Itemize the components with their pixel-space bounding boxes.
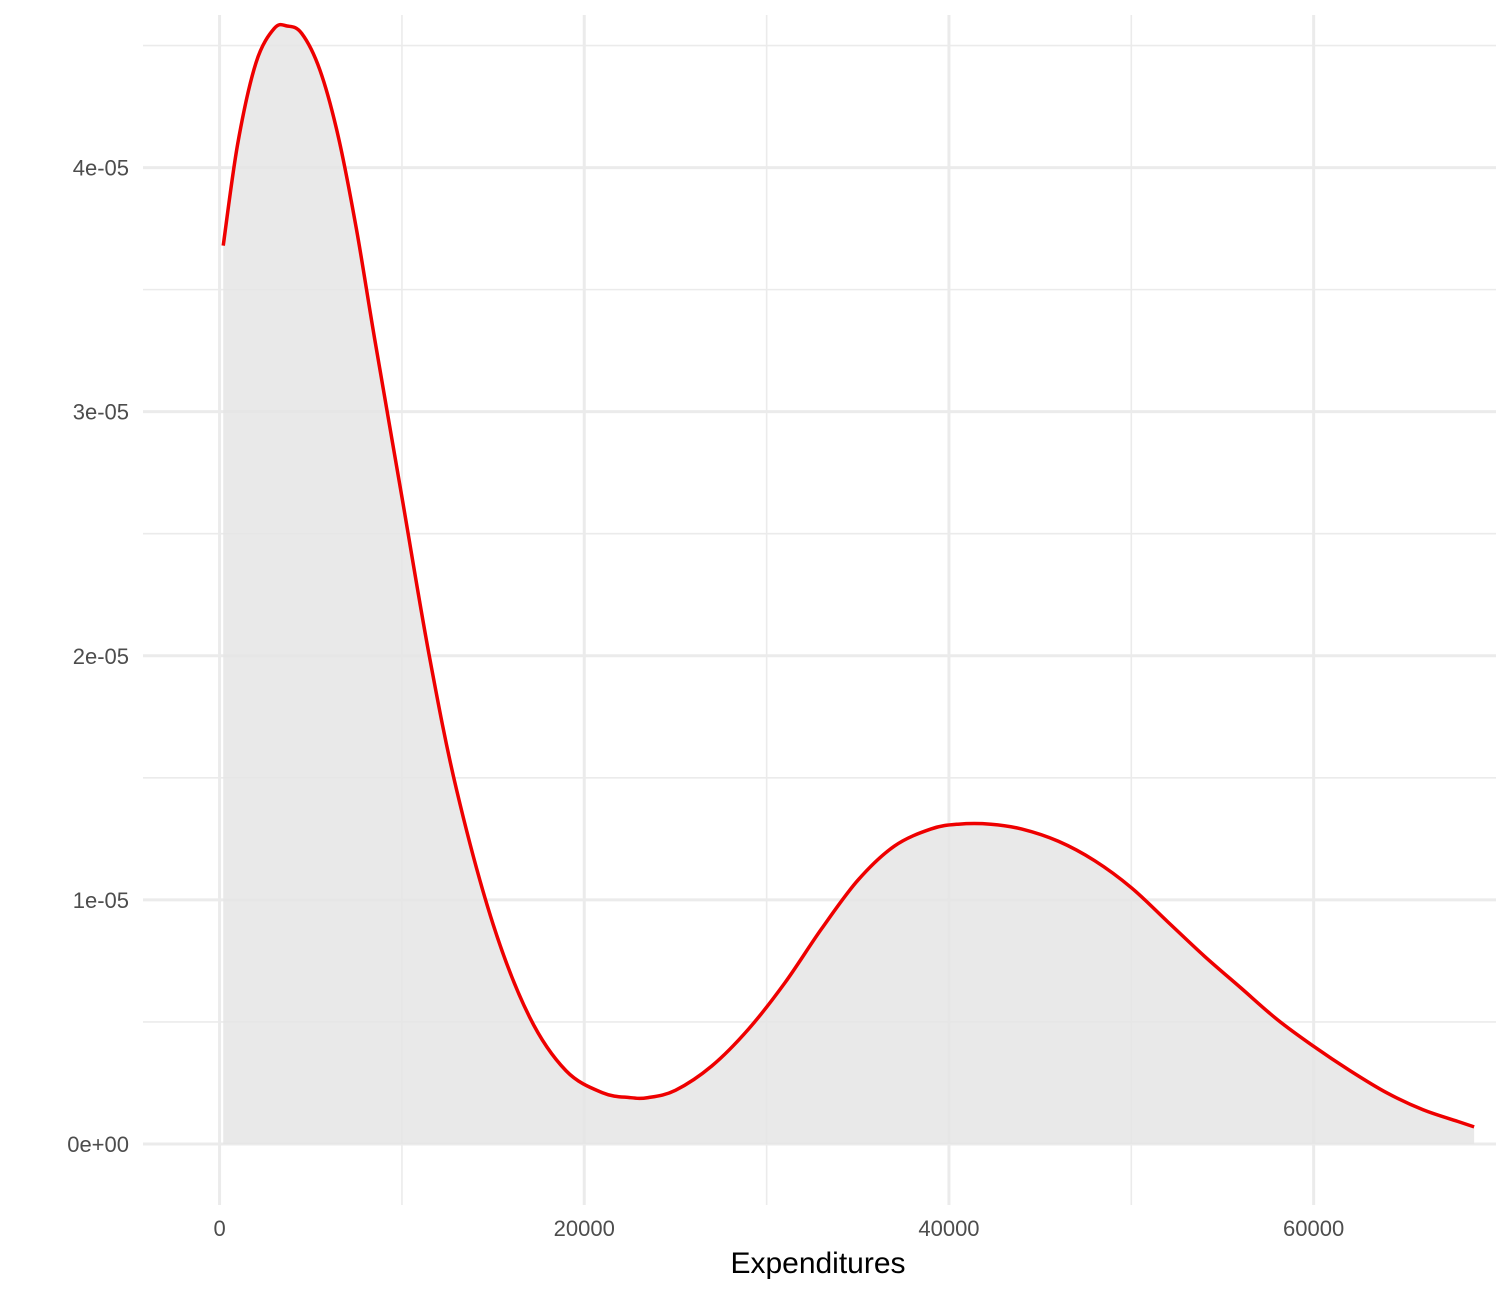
x-tick-label-0: 0 bbox=[213, 1216, 225, 1241]
y-tick-label-3: 3e-05 bbox=[73, 400, 129, 425]
x-tick-label-1: 20000 bbox=[554, 1216, 615, 1241]
density-area bbox=[223, 24, 1475, 1144]
x-tick-label-2: 40000 bbox=[918, 1216, 979, 1241]
x-axis-ticks: 0 20000 40000 60000 bbox=[213, 1216, 1344, 1241]
y-tick-label-1: 1e-05 bbox=[73, 888, 129, 913]
y-axis-ticks: 0e+00 1e-05 2e-05 3e-05 4e-05 bbox=[67, 156, 129, 1157]
density-line bbox=[221, 22, 1475, 1129]
y-tick-label-4: 4e-05 bbox=[73, 156, 129, 181]
y-tick-label-0: 0e+00 bbox=[67, 1132, 129, 1157]
x-tick-label-3: 60000 bbox=[1283, 1216, 1344, 1241]
y-tick-label-2: 2e-05 bbox=[73, 644, 129, 669]
x-axis-title: Expenditures bbox=[730, 1247, 905, 1280]
